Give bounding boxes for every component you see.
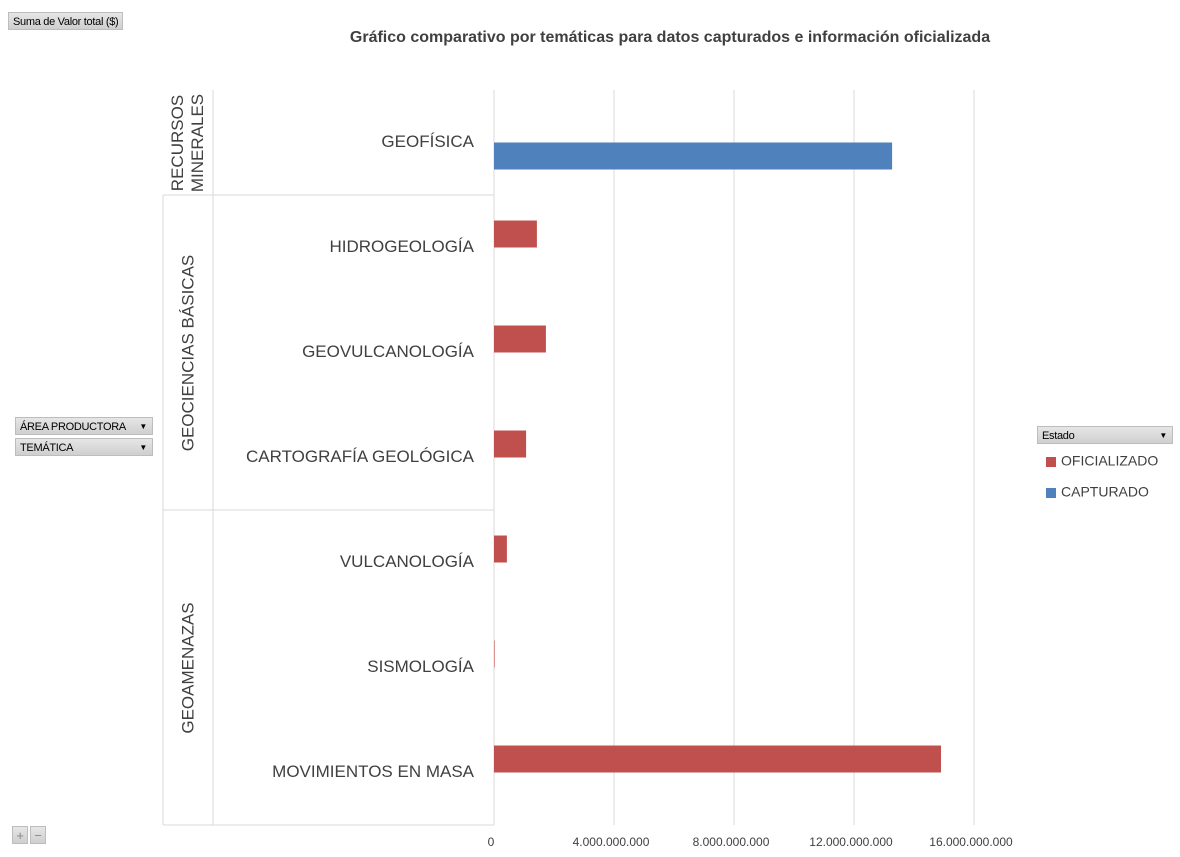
bar [494,142,893,170]
y-tick-label: VULCANOLOGÍA [340,552,475,571]
y-tick-label: MOVIMIENTOS EN MASA [272,762,474,781]
row-field-label: TEMÁTICA [20,442,74,454]
y-tick-label: GEOFÍSICA [381,132,474,151]
legend-label: OFICIALIZADO [1061,453,1158,469]
x-tick-label: 0 [488,835,495,849]
chart-title: Gráfico comparativo por temáticas para d… [350,29,990,46]
row-field-button[interactable]: ÁREA PRODUCTORA ▼ [15,417,153,435]
bar [494,430,527,458]
group-label: RECURSOS MINERALES [168,93,207,192]
row-field-label: ÁREA PRODUCTORA [20,421,126,433]
group-label: GEOAMENAZAS [178,601,197,734]
dropdown-arrow: ▼ [139,422,147,431]
legend-label: CAPTURADO [1061,484,1149,500]
expand-button[interactable]: + [12,826,28,844]
values-field-button[interactable]: Suma de Valor total ($) [8,12,124,30]
bar [494,745,941,773]
group-label: GEOCIENCIAS BÁSICAS [178,254,197,451]
dropdown-arrow: ▼ [139,443,147,452]
x-tick-label: 16.000.000.000 [929,835,1013,849]
x-tick-label: 12.000.000.000 [809,835,893,849]
y-tick-label: GEOVULCANOLOGÍA [302,342,475,361]
bar [494,640,495,668]
bar [494,325,546,353]
bar [494,220,537,248]
legend-title: Estado [1042,430,1075,442]
y-tick-label: SISMOLOGÍA [367,657,474,676]
legend-swatch [1046,488,1056,498]
x-tick-label: 4.000.000.000 [573,835,650,849]
row-field-button[interactable]: TEMÁTICA ▼ [15,438,153,456]
bar [494,535,507,563]
collapse-button[interactable]: − [30,826,46,844]
x-tick-label: 8.000.000.000 [693,835,770,849]
legend-swatch [1046,457,1056,467]
dropdown-arrow: ▼ [1159,431,1167,440]
legend-field-button[interactable]: Estado ▼ [1037,426,1173,444]
y-tick-label: HIDROGEOLOGÍA [329,237,474,256]
y-tick-label: CARTOGRAFÍA GEOLÓGICA [246,447,475,466]
